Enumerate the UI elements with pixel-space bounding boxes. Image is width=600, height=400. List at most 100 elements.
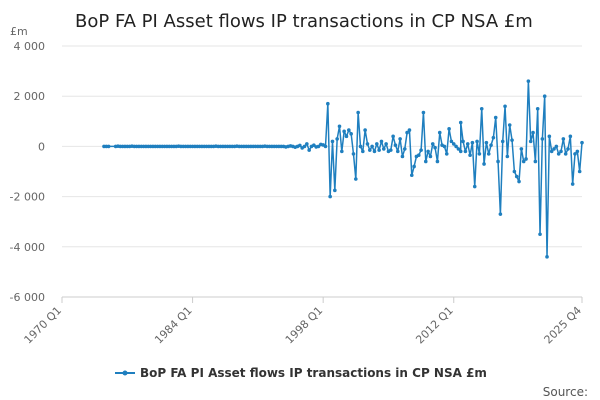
data-point[interactable]	[559, 149, 563, 154]
data-point[interactable]	[409, 173, 414, 178]
data-point[interactable]	[307, 148, 311, 152]
data-point[interactable]	[375, 142, 379, 146]
data-point[interactable]	[545, 255, 549, 259]
data-point[interactable]	[370, 144, 374, 149]
data-point[interactable]	[316, 144, 321, 149]
data-point[interactable]	[540, 137, 545, 141]
data-point[interactable]	[512, 169, 517, 174]
data-point[interactable]	[531, 130, 535, 135]
data-point[interactable]	[363, 128, 367, 132]
data-point[interactable]	[493, 115, 498, 120]
data-point[interactable]	[496, 159, 500, 164]
data-point[interactable]	[407, 128, 412, 132]
data-point[interactable]	[384, 142, 388, 146]
data-point[interactable]	[416, 153, 421, 157]
data-point[interactable]	[428, 154, 433, 159]
data-point[interactable]	[351, 152, 356, 156]
data-point[interactable]	[521, 159, 526, 164]
data-point[interactable]	[524, 157, 528, 161]
data-point[interactable]	[451, 142, 456, 146]
data-point[interactable]	[503, 104, 507, 109]
data-point[interactable]	[482, 162, 486, 166]
data-point[interactable]	[507, 123, 512, 127]
data-point[interactable]	[458, 120, 463, 125]
data-point[interactable]	[475, 139, 479, 144]
data-point[interactable]	[305, 142, 309, 146]
data-point[interactable]	[500, 139, 505, 144]
data-point[interactable]	[437, 130, 442, 135]
data-point[interactable]	[526, 79, 531, 83]
data-point[interactable]	[465, 142, 470, 146]
data-point[interactable]	[549, 149, 554, 154]
data-point[interactable]	[533, 159, 538, 164]
data-point[interactable]	[580, 140, 584, 145]
data-point[interactable]	[337, 124, 342, 129]
data-point[interactable]	[419, 148, 423, 152]
data-point[interactable]	[463, 149, 468, 154]
data-point[interactable]	[556, 152, 561, 156]
data-point[interactable]	[333, 188, 337, 193]
data-point[interactable]	[340, 149, 344, 154]
data-point[interactable]	[330, 139, 335, 144]
data-point[interactable]	[405, 130, 409, 135]
data-point[interactable]	[326, 101, 330, 106]
data-point[interactable]	[421, 110, 426, 115]
data-point[interactable]	[444, 152, 449, 156]
data-point[interactable]	[342, 129, 346, 134]
data-point[interactable]	[412, 164, 416, 169]
data-point[interactable]	[379, 139, 384, 144]
data-point[interactable]	[468, 153, 472, 157]
data-point[interactable]	[349, 132, 353, 136]
data-point[interactable]	[458, 149, 463, 154]
data-point[interactable]	[335, 137, 339, 141]
data-point[interactable]	[433, 145, 437, 150]
data-point[interactable]	[535, 106, 540, 111]
data-point[interactable]	[454, 144, 458, 149]
data-point[interactable]	[575, 149, 580, 154]
data-point[interactable]	[570, 182, 575, 186]
data-point[interactable]	[456, 147, 461, 151]
data-point[interactable]	[426, 149, 430, 154]
data-point[interactable]	[381, 147, 386, 151]
data-point[interactable]	[489, 143, 493, 147]
data-point[interactable]	[449, 139, 454, 144]
data-point[interactable]	[561, 137, 566, 141]
data-point[interactable]	[538, 232, 542, 237]
data-point[interactable]	[423, 159, 428, 164]
data-point[interactable]	[354, 177, 358, 181]
data-point[interactable]	[368, 148, 372, 152]
data-point[interactable]	[356, 110, 360, 115]
data-point[interactable]	[395, 149, 400, 154]
data-point[interactable]	[344, 134, 349, 139]
data-point[interactable]	[547, 134, 552, 139]
data-point[interactable]	[106, 144, 111, 149]
data-point[interactable]	[361, 149, 365, 154]
data-point[interactable]	[566, 147, 570, 151]
data-point[interactable]	[498, 212, 503, 216]
data-point[interactable]	[554, 144, 559, 149]
data-point[interactable]	[435, 159, 440, 164]
data-point[interactable]	[505, 154, 510, 159]
data-point[interactable]	[347, 128, 351, 132]
data-point[interactable]	[577, 169, 582, 174]
data-point[interactable]	[514, 174, 519, 179]
data-point[interactable]	[573, 152, 577, 156]
data-point[interactable]	[365, 142, 370, 146]
data-point[interactable]	[517, 179, 521, 184]
data-point[interactable]	[477, 152, 482, 156]
data-point[interactable]	[491, 135, 496, 140]
data-point[interactable]	[372, 149, 377, 154]
data-point[interactable]	[388, 148, 393, 152]
data-point[interactable]	[552, 147, 556, 151]
data-point[interactable]	[447, 127, 451, 131]
data-point[interactable]	[479, 106, 484, 111]
data-point[interactable]	[486, 152, 491, 156]
data-point[interactable]	[568, 134, 573, 139]
data-point[interactable]	[391, 134, 395, 139]
data-point[interactable]	[377, 148, 381, 152]
data-point[interactable]	[302, 144, 307, 149]
data-point[interactable]	[442, 144, 447, 149]
data-point[interactable]	[328, 194, 332, 199]
data-point[interactable]	[470, 140, 475, 145]
data-point[interactable]	[298, 143, 302, 148]
